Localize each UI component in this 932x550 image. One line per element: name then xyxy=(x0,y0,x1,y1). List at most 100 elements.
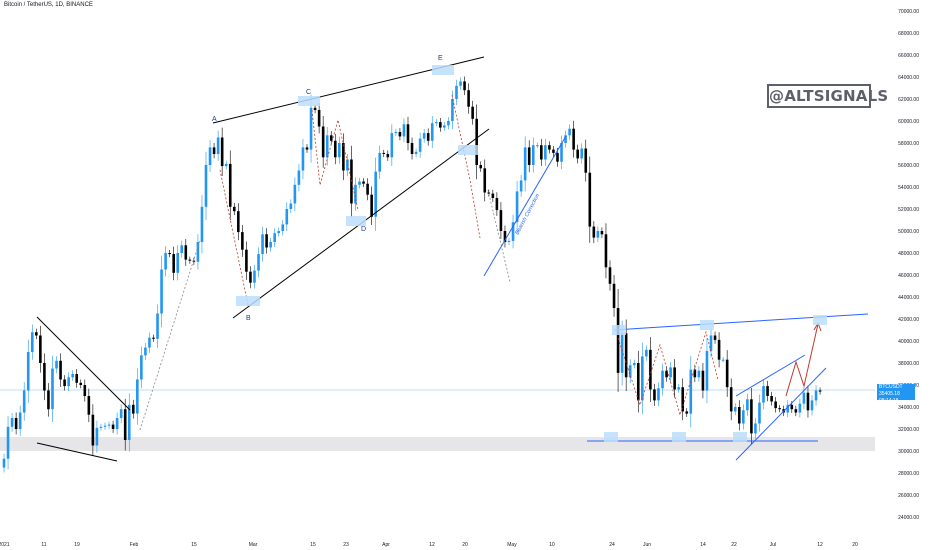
candle-bullish xyxy=(99,426,103,428)
candle-bullish xyxy=(422,133,426,139)
candle-bullish xyxy=(216,137,220,154)
price-tag-symbol: BTCUSDT xyxy=(879,384,903,390)
range-high-1 xyxy=(612,325,626,335)
candle-bullish xyxy=(176,253,180,273)
wedge-lower-left xyxy=(36,442,118,462)
candle-bearish xyxy=(790,404,794,410)
range-low-2 xyxy=(672,432,686,442)
candle-bearish xyxy=(212,147,216,154)
candle-bearish xyxy=(713,335,717,340)
candle-bearish xyxy=(693,369,697,378)
candle-bullish xyxy=(814,390,818,401)
candle-bearish xyxy=(426,133,430,141)
label-c: C xyxy=(306,89,311,96)
candle-bullish xyxy=(535,145,539,147)
candle-bullish xyxy=(661,370,664,389)
candle-bearish xyxy=(362,181,365,184)
candle-bearish xyxy=(665,370,668,378)
y-tick-label: 42000.00 xyxy=(898,317,919,323)
candle-bullish xyxy=(762,386,765,403)
candle-bearish xyxy=(232,206,236,212)
range-top-line xyxy=(613,313,869,331)
wedge-upper-left xyxy=(36,316,131,411)
candle-bearish xyxy=(370,194,373,217)
y-tick-label: 40000.00 xyxy=(898,339,919,345)
candle-bearish xyxy=(725,359,729,388)
x-tick-label: 20 xyxy=(852,542,858,548)
candle-bullish xyxy=(515,191,519,223)
candle-bullish xyxy=(447,121,450,126)
candle-bullish xyxy=(119,409,123,418)
x-tick-label: 24 xyxy=(609,542,615,548)
pivot-b-highlight xyxy=(236,296,260,306)
candle-bearish xyxy=(47,390,50,410)
candle-bearish xyxy=(386,154,390,158)
candle-bullish xyxy=(669,367,672,378)
trendlines xyxy=(36,56,490,462)
candle-bearish xyxy=(572,128,575,150)
x-tick-label: 2021 xyxy=(0,542,10,548)
y-tick-label: 30000.00 xyxy=(898,449,919,455)
label-e: E xyxy=(438,55,443,62)
candle-bearish xyxy=(818,390,822,392)
candle-bearish xyxy=(653,389,656,401)
candle-bullish xyxy=(71,374,74,378)
y-tick-label: 48000.00 xyxy=(898,251,919,257)
candle-bearish xyxy=(75,374,79,383)
target-arrow xyxy=(785,321,822,397)
candle-bullish xyxy=(657,388,660,401)
candle-bearish xyxy=(35,332,38,336)
candle-bullish xyxy=(144,347,147,356)
candle-bearish xyxy=(717,339,721,360)
candle-bearish xyxy=(576,149,579,159)
wave-path-b xyxy=(219,169,249,306)
candle-bullish xyxy=(418,138,422,152)
x-tick-label: 12 xyxy=(429,542,435,548)
candle-bullish xyxy=(115,418,119,429)
candle-bearish xyxy=(220,137,224,167)
candle-bearish xyxy=(406,124,410,143)
y-tick-label: 38000.00 xyxy=(898,361,919,367)
x-axis-labels: 2021 11 19 Feb 15 Mar 15 23 Apr 12 20 May 10 24 Jun 14 2… xyxy=(0,542,858,548)
candle-bearish xyxy=(475,118,478,165)
candle-bullish xyxy=(208,147,212,165)
wave-path-june xyxy=(617,330,719,417)
label-d: D xyxy=(361,226,366,233)
candle-bearish xyxy=(83,385,87,396)
support-path-2 xyxy=(487,189,511,283)
candle-bearish xyxy=(131,404,135,414)
range-low-1 xyxy=(604,432,618,442)
candle-bullish xyxy=(620,333,624,373)
candle-bearish xyxy=(39,335,42,363)
x-tick-label: 10 xyxy=(549,542,555,548)
x-tick-label: 15 xyxy=(310,542,316,548)
candle-bullish xyxy=(338,143,341,158)
pivot-d-highlight xyxy=(346,216,366,226)
candle-bearish xyxy=(673,367,676,390)
pivot-c-highlight xyxy=(298,96,320,106)
y-tick-label: 64000.00 xyxy=(898,75,919,81)
candle-bullish xyxy=(430,123,434,141)
candle-bullish xyxy=(289,203,293,209)
candle-bearish xyxy=(228,163,232,207)
candle-bearish xyxy=(471,106,474,119)
support-path xyxy=(139,239,201,431)
candle-bearish xyxy=(770,396,773,402)
candle-bullish xyxy=(451,99,454,121)
candle-bearish xyxy=(608,267,612,284)
candle-bullish xyxy=(580,148,584,159)
candle-bearish xyxy=(237,211,240,233)
candle-bearish xyxy=(556,152,559,162)
candle-bearish xyxy=(778,408,781,410)
candle-bullish xyxy=(628,365,632,378)
candle-bullish xyxy=(544,145,547,160)
price-tag-countdown: 08:14:18 xyxy=(879,398,899,404)
candle-bullish xyxy=(523,147,527,181)
candle-bullish xyxy=(564,135,567,143)
candle-bullish xyxy=(758,402,761,424)
candle-bearish xyxy=(806,392,810,411)
candle-bearish xyxy=(588,172,592,227)
candle-bearish xyxy=(111,424,115,429)
candle-bearish xyxy=(245,249,248,272)
